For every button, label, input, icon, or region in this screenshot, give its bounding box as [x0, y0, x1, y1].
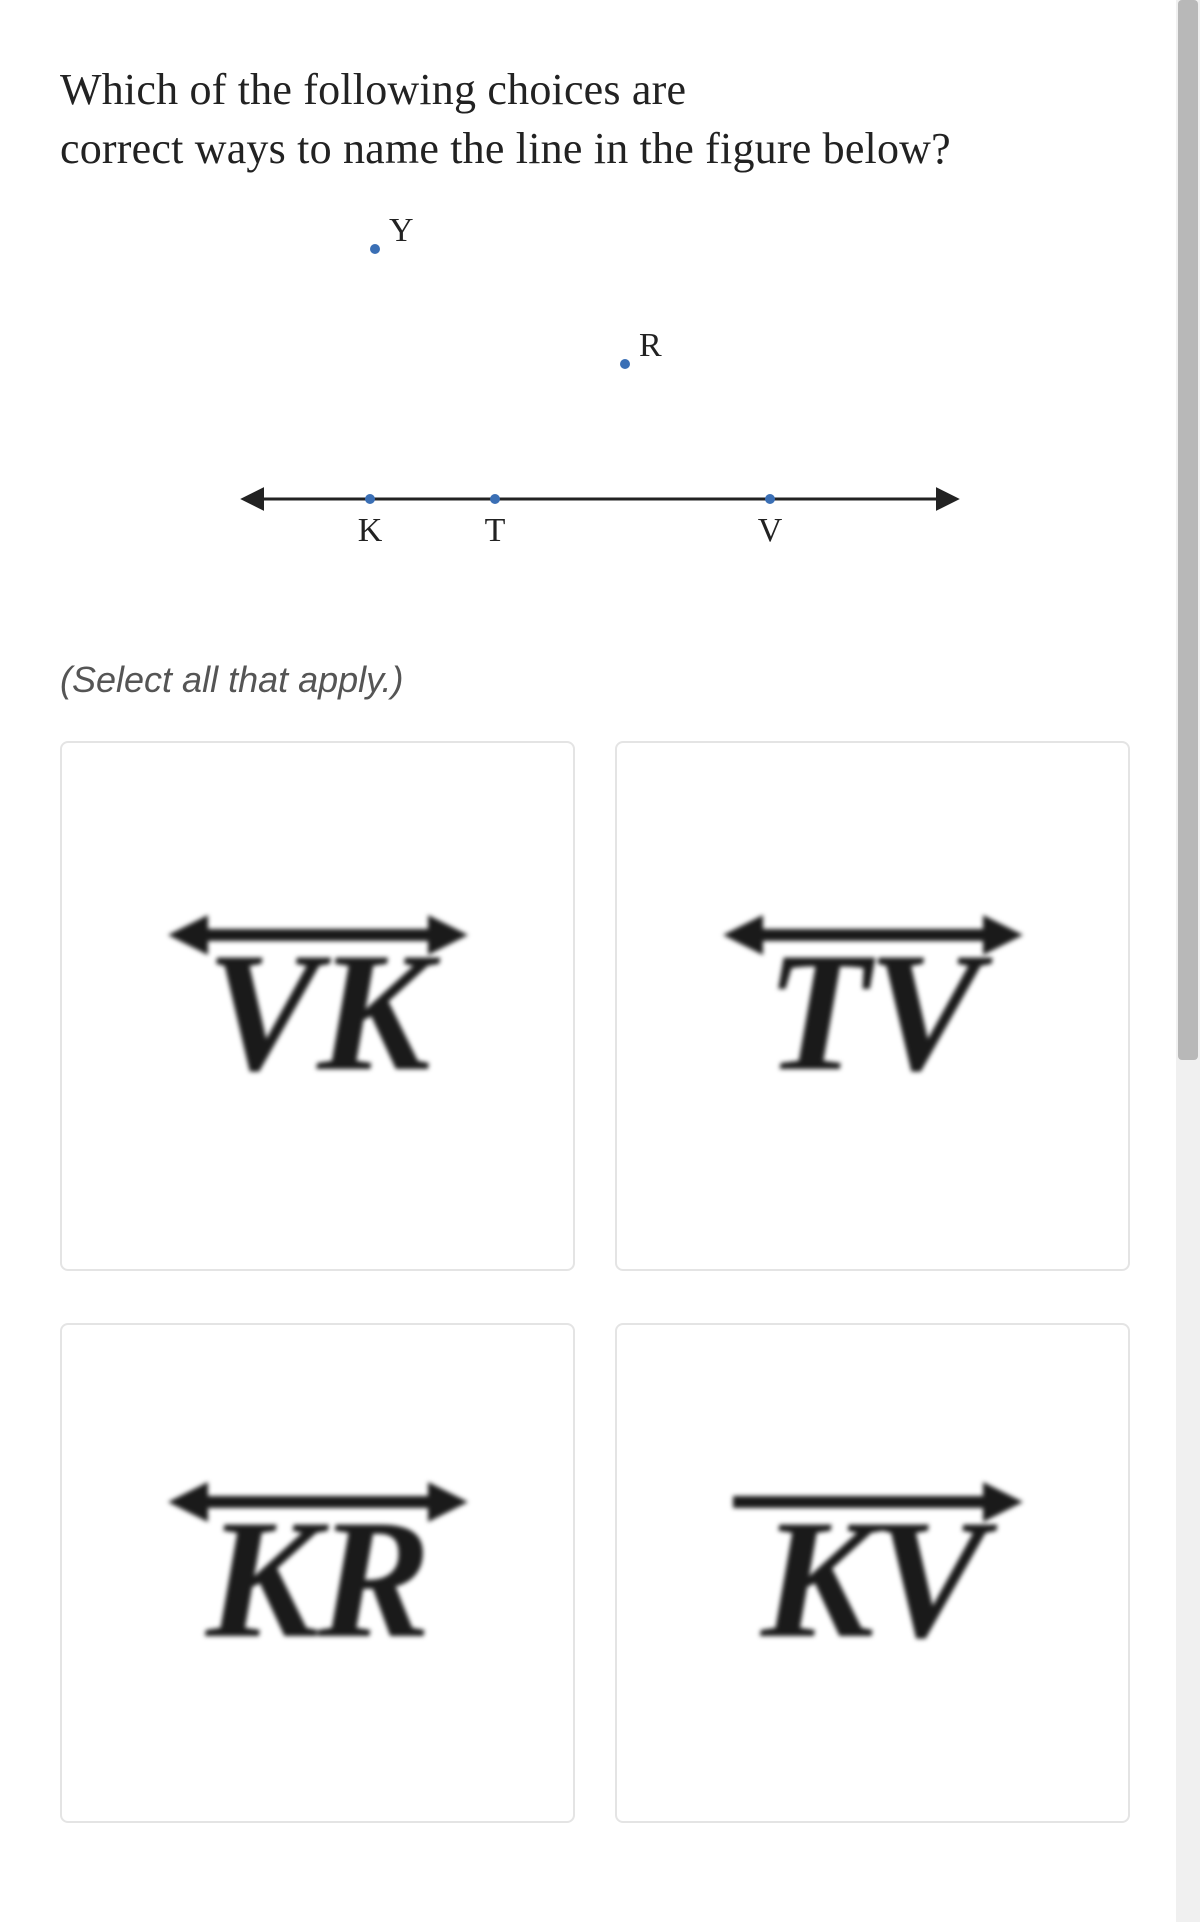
svg-text:V: V [758, 512, 783, 549]
question-line-1: Which of the following choices are [60, 65, 686, 114]
geometry-figure: Y R K T V [60, 209, 1140, 589]
choice-card-kr[interactable]: KR [60, 1323, 575, 1823]
choice-label: KR [168, 1494, 468, 1664]
choice-content: KR [168, 1482, 468, 1664]
select-hint: (Select all that apply.) [60, 659, 1140, 701]
scrollbar-track[interactable] [1176, 0, 1200, 1922]
svg-text:K: K [358, 512, 383, 549]
question-text: Which of the following choices are corre… [60, 60, 1140, 179]
question-line-2: correct ways to name the line in the fig… [60, 124, 951, 173]
choice-content: KV [723, 1482, 1023, 1664]
choice-card-tv[interactable]: TV [615, 741, 1130, 1271]
choice-grid: VK TV KR KV [60, 741, 1140, 1823]
choice-card-kv[interactable]: KV [615, 1323, 1130, 1823]
choice-content: VK [168, 915, 468, 1097]
choice-label: KV [723, 1494, 1023, 1664]
svg-text:R: R [639, 327, 662, 364]
choice-label: TV [723, 927, 1023, 1097]
choice-content: TV [723, 915, 1023, 1097]
choice-label: VK [168, 927, 468, 1097]
svg-text:Y: Y [389, 212, 414, 249]
svg-text:T: T [485, 512, 506, 549]
scrollbar-thumb[interactable] [1178, 0, 1198, 1060]
choice-card-vk[interactable]: VK [60, 741, 575, 1271]
